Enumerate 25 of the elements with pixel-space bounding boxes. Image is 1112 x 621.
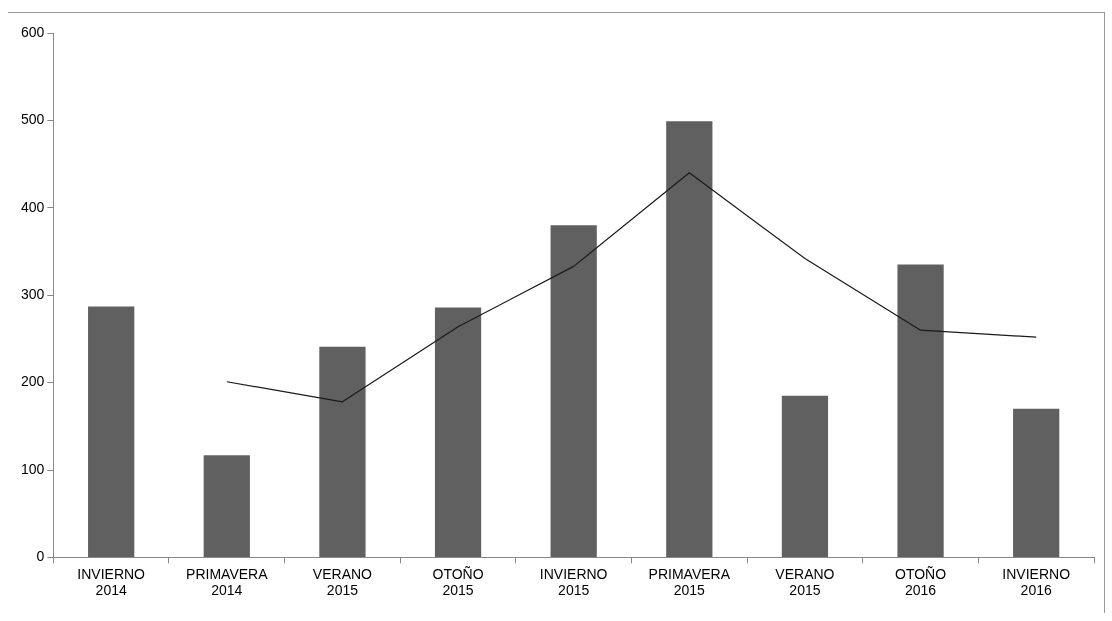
y-tick-label: 600 xyxy=(21,23,45,40)
y-tick-label: 300 xyxy=(21,286,45,303)
bar xyxy=(781,395,829,557)
x-tick-label: PRIMAVERA 2015 xyxy=(648,565,731,599)
y-tick-label: 100 xyxy=(21,460,45,477)
bar xyxy=(1013,408,1060,557)
bar xyxy=(203,455,250,557)
y-tick-label: 400 xyxy=(21,198,45,215)
x-tick-label: INVIERNO 2014 xyxy=(77,565,146,599)
bar xyxy=(666,121,713,557)
x-tick-label: PRIMAVERA 2014 xyxy=(186,565,269,599)
x-tick-label: OTOÑO 2016 xyxy=(895,565,947,599)
y-tick-label: 500 xyxy=(21,111,45,128)
bar xyxy=(319,346,366,557)
y-tick-label: 200 xyxy=(21,373,45,390)
x-tick-label: INVIERNO 2016 xyxy=(1002,565,1071,599)
x-tick-label: OTOÑO 2015 xyxy=(432,565,484,599)
bar xyxy=(550,225,597,557)
bar xyxy=(434,307,482,557)
x-tick-label: VERANO 2015 xyxy=(312,565,373,599)
bar xyxy=(88,306,135,557)
bar xyxy=(897,264,944,557)
x-tick-label: VERANO 2015 xyxy=(775,565,835,599)
y-tick-label: 0 xyxy=(36,548,45,565)
x-tick-label: INVIERNO 2015 xyxy=(539,565,608,599)
